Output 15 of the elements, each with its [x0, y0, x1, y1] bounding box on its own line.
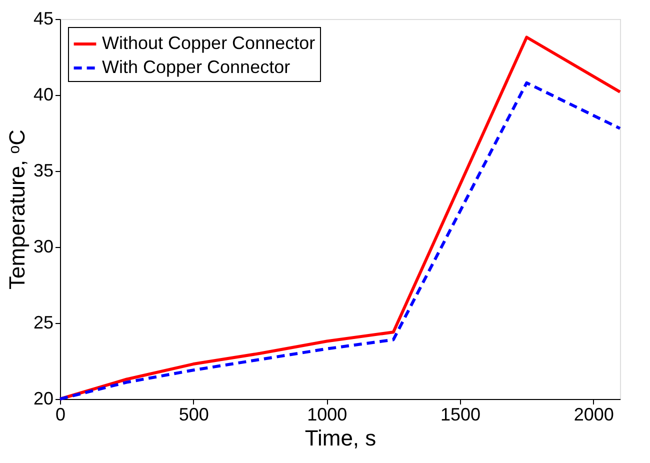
- x-tick-label: 2000: [574, 404, 614, 424]
- legend-label: With Copper Connector: [102, 57, 290, 77]
- y-axis-title: Temperature, ᵒC: [4, 129, 30, 290]
- x-tick-label: 500: [178, 404, 209, 424]
- y-tick-label: 30: [33, 236, 54, 256]
- x-tick-label: 0: [55, 404, 66, 424]
- y-tick-label: 40: [33, 84, 54, 104]
- y-tick-label: 45: [33, 8, 54, 28]
- y-tick-label: 35: [33, 160, 54, 180]
- x-axis-title: Time, s: [304, 426, 376, 450]
- y-tick-label: 25: [33, 312, 54, 332]
- legend-label: Without Copper Connector: [102, 33, 316, 53]
- x-tick-label: 1000: [307, 404, 348, 424]
- y-tick-label: 20: [33, 388, 54, 408]
- x-tick-label: 1500: [440, 404, 481, 424]
